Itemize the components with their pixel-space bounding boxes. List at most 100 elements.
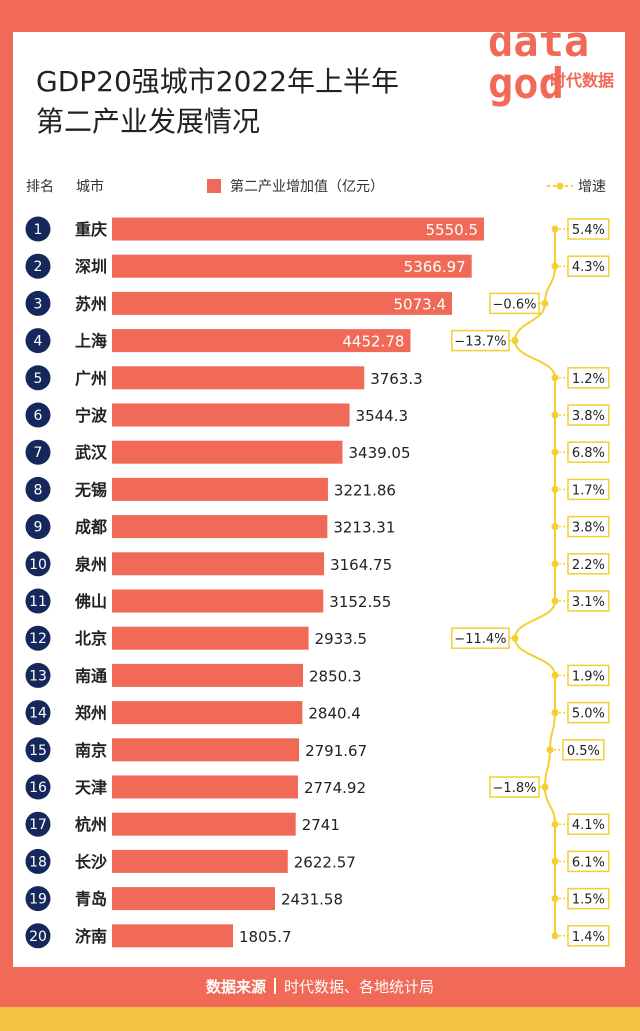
growth-label-box <box>567 925 610 947</box>
city-label: 苏州 <box>75 294 107 313</box>
bar <box>112 812 296 836</box>
growth-label: −1.8% <box>493 781 537 796</box>
rank-label: 3 <box>34 296 43 312</box>
bar <box>112 254 472 278</box>
value-label: 5073.4 <box>394 295 447 313</box>
growth-label-box <box>567 515 610 538</box>
growth-label-box <box>567 701 610 724</box>
growth-label: 1.4% <box>572 930 605 945</box>
rank-circle <box>25 439 51 465</box>
footer-source: 时代数据、各地统计局 <box>284 978 435 996</box>
city-label: 成都 <box>75 518 107 537</box>
legend-value-swatch <box>207 179 221 193</box>
bar <box>112 440 343 464</box>
rank-label: 10 <box>29 557 47 573</box>
rank-circle <box>25 662 51 688</box>
value-label: 2850.3 <box>309 667 362 685</box>
page-title: GDP20强城市2022年上半年 第二产业发展情况 <box>36 62 399 142</box>
growth-label: 3.1% <box>572 595 605 610</box>
growth-label-box <box>567 553 610 575</box>
bar <box>112 663 304 687</box>
footer-label: 数据来源 <box>205 978 266 996</box>
rank-circle <box>25 402 51 428</box>
value-label: 3221.86 <box>334 481 396 499</box>
bar <box>112 738 300 762</box>
bar <box>112 552 325 576</box>
header-rank: 排名 <box>26 179 54 195</box>
value-label: 5550.5 <box>426 221 479 239</box>
growth-label: 5.4% <box>572 223 605 238</box>
city-label: 郑州 <box>75 704 107 723</box>
logo-text: data <box>488 17 589 66</box>
growth-label: −13.7% <box>454 335 506 350</box>
growth-label-box <box>567 404 610 426</box>
rank-label: 7 <box>34 445 43 461</box>
growth-label: 1.5% <box>572 893 605 908</box>
bar <box>112 291 453 315</box>
growth-label-box <box>451 627 510 649</box>
growth-label-box <box>451 329 510 352</box>
rank-circle <box>25 253 51 279</box>
city-label: 佛山 <box>74 592 107 611</box>
city-label: 无锡 <box>74 480 107 499</box>
city-label: 南通 <box>75 666 107 685</box>
title-line-1: GDP20强城市2022年上半年 <box>36 65 400 98</box>
rank-circle <box>25 625 51 651</box>
value-label: 3544.3 <box>356 407 409 425</box>
growth-label: 3.8% <box>572 521 605 536</box>
rank-circle <box>25 551 51 577</box>
rank-circle <box>25 737 51 763</box>
legend-growth-icon <box>547 182 573 190</box>
rank-label: 18 <box>29 854 47 870</box>
growth-label-box <box>567 367 610 389</box>
footer-divider <box>274 978 276 994</box>
rank-label: 20 <box>29 929 47 945</box>
city-label: 宁波 <box>75 406 108 425</box>
rank-circle <box>25 848 51 874</box>
rank-circle <box>25 328 51 354</box>
rank-label: 17 <box>29 817 47 833</box>
rank-label: 11 <box>29 594 47 610</box>
city-label: 武汉 <box>75 443 108 462</box>
bar <box>112 887 275 911</box>
city-label: 济南 <box>75 927 107 946</box>
rank-circle <box>25 700 51 726</box>
growth-label: 2.2% <box>572 558 605 573</box>
growth-label: 1.2% <box>572 372 605 387</box>
growth-label-box <box>567 887 610 910</box>
growth-label-box <box>489 292 540 315</box>
title-line-2: 第二产业发展情况 <box>36 105 261 138</box>
value-label: 2774.92 <box>304 779 366 797</box>
rank-label: 4 <box>34 334 43 350</box>
rank-label: 12 <box>29 631 47 647</box>
bar <box>112 329 411 353</box>
value-label: 4452.78 <box>342 333 404 351</box>
rank-label: 1 <box>34 222 43 238</box>
growth-label-box <box>567 590 610 612</box>
value-label: 2622.57 <box>294 853 356 871</box>
header-value-legend: 第二产业增加值（亿元） <box>230 179 384 195</box>
rank-circle <box>25 811 51 837</box>
bar <box>112 701 303 725</box>
city-label: 南京 <box>75 741 107 760</box>
rank-label: 8 <box>34 482 43 498</box>
value-label: 2431.58 <box>281 891 343 909</box>
footer: 数据来源 时代数据、各地统计局 <box>0 967 640 1007</box>
growth-label-box <box>567 850 610 873</box>
growth-label: 6.8% <box>572 446 605 461</box>
bar <box>112 626 309 650</box>
value-label: 2933.5 <box>315 630 368 648</box>
rank-circle <box>25 476 51 502</box>
city-label: 长沙 <box>75 852 107 871</box>
value-label: 1805.7 <box>239 928 292 946</box>
city-label: 天津 <box>75 778 107 797</box>
city-label: 深圳 <box>75 257 107 276</box>
rank-label: 13 <box>29 668 47 684</box>
growth-label-box <box>567 441 610 463</box>
rank-label: 5 <box>34 371 43 387</box>
rank-circle <box>25 514 51 540</box>
value-label: 3152.55 <box>329 593 391 611</box>
city-label: 北京 <box>75 629 107 648</box>
logo-text-2: god <box>488 59 564 108</box>
